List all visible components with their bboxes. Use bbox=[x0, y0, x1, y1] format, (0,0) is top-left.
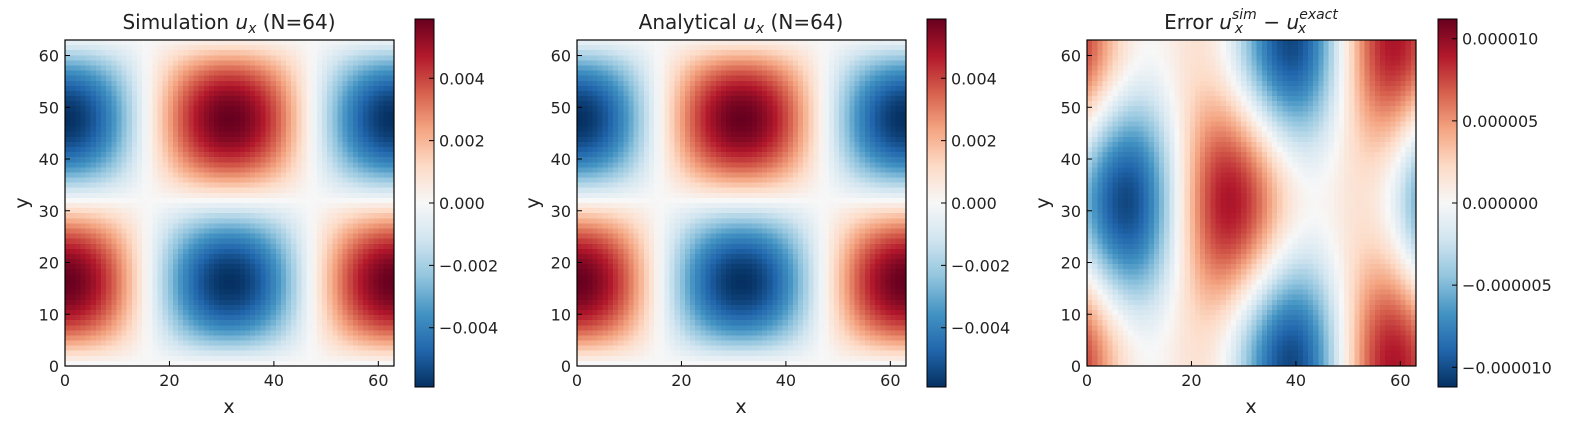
colorbar-tick-label: −0.002 bbox=[439, 256, 498, 275]
y-tick-label: 40 bbox=[551, 150, 571, 169]
colorbar-ticks: 0.004 0.002 0.000 −0.002 −0.004 bbox=[429, 69, 498, 338]
x-tick-label: 60 bbox=[880, 371, 900, 390]
colorbar-tick-label: 0.004 bbox=[951, 69, 997, 88]
y-tick-label: 10 bbox=[1061, 305, 1081, 324]
colorbar-tick-label: 0.002 bbox=[439, 132, 485, 151]
colorbar-tick-label: 0.000000 bbox=[1462, 194, 1538, 213]
y-tick-label: 0 bbox=[561, 357, 571, 376]
y-tick-label: 50 bbox=[39, 98, 59, 117]
y-tick-label: 20 bbox=[551, 254, 571, 273]
y-tick-label: 60 bbox=[551, 47, 571, 66]
x-tick-label: 20 bbox=[1181, 371, 1201, 390]
y-tick-label: 50 bbox=[551, 98, 571, 117]
y-axis-label: y bbox=[1032, 197, 1054, 208]
colorbar-ticks: 0.004 0.002 0.000 −0.002 −0.004 bbox=[941, 69, 1010, 338]
y-tick-label: 40 bbox=[1061, 150, 1081, 169]
colorbar-ticks: 0.000010 0.000005 0.000000 −0.000005 −0.0000… bbox=[1452, 30, 1552, 377]
x-tick-label: 60 bbox=[1390, 371, 1410, 390]
colorbar-tick-label: −0.000005 bbox=[1462, 276, 1552, 295]
plot-frame bbox=[64, 39, 395, 367]
y-axis-label: y bbox=[522, 197, 544, 208]
y-ticks: 0 10 20 30 40 50 60 bbox=[1061, 47, 1092, 376]
colorbar-tick-label: 0.002 bbox=[951, 132, 997, 151]
colorbar-tick-label: 0.000 bbox=[951, 194, 997, 213]
y-tick-label: 60 bbox=[1061, 47, 1081, 66]
x-ticks: 0 20 40 60 bbox=[60, 361, 389, 390]
heatmap-image bbox=[65, 40, 394, 366]
x-tick-label: 0 bbox=[572, 371, 582, 390]
y-tick-label: 20 bbox=[39, 254, 59, 273]
panel-simulation: Simulation ux (N=64) 0 20 40 60 0 10 20 30 40 50… bbox=[11, 10, 498, 418]
y-tick-label: 30 bbox=[551, 202, 571, 221]
panel-title: Error usim x − uexact x bbox=[1164, 7, 1338, 37]
panel-title: Simulation ux (N=64) bbox=[122, 10, 335, 37]
plot-frame bbox=[576, 39, 907, 367]
y-ticks: 0 10 20 30 40 50 60 bbox=[39, 47, 70, 376]
y-tick-label: 60 bbox=[39, 47, 59, 66]
y-tick-label: 10 bbox=[551, 305, 571, 324]
y-tick-label: 30 bbox=[39, 202, 59, 221]
heatmap-image bbox=[577, 40, 906, 366]
colorbar-tick-label: −0.002 bbox=[951, 256, 1010, 275]
y-tick-label: 0 bbox=[49, 357, 59, 376]
x-axis-label: x bbox=[223, 396, 234, 418]
y-tick-label: 10 bbox=[39, 305, 59, 324]
y-tick-label: 30 bbox=[1061, 202, 1081, 221]
colorbar-tick-label: 0.000005 bbox=[1462, 112, 1538, 131]
x-ticks: 0 20 40 60 bbox=[572, 361, 901, 390]
x-tick-label: 20 bbox=[159, 371, 179, 390]
colorbar-tick-label: −0.000010 bbox=[1462, 358, 1552, 377]
colorbar-tick-label: −0.004 bbox=[951, 319, 1010, 338]
y-tick-label: 20 bbox=[1061, 254, 1081, 273]
y-tick-label: 50 bbox=[1061, 98, 1081, 117]
plot-frame bbox=[1086, 39, 1417, 367]
x-tick-label: 0 bbox=[60, 371, 70, 390]
x-tick-label: 20 bbox=[671, 371, 691, 390]
x-ticks: 0 20 40 60 bbox=[1082, 361, 1411, 390]
heatmap-image bbox=[1087, 40, 1416, 366]
x-axis-label: x bbox=[735, 396, 746, 418]
panel-analytical: Analytical ux (N=64) 0 20 40 60 0 10 20 30 40 50… bbox=[522, 10, 1010, 418]
y-ticks: 0 10 20 30 40 50 60 bbox=[551, 47, 582, 376]
colorbar-tick-label: 0.004 bbox=[439, 69, 485, 88]
colorbar-tick-label: 0.000010 bbox=[1462, 30, 1538, 49]
panel-error: Error usim x − uexact x 0 20 40 60 0 10 20 30 40 5… bbox=[1032, 7, 1552, 418]
x-tick-label: 0 bbox=[1082, 371, 1092, 390]
x-tick-label: 40 bbox=[776, 371, 796, 390]
y-tick-label: 40 bbox=[39, 150, 59, 169]
x-tick-label: 40 bbox=[1286, 371, 1306, 390]
x-axis-label: x bbox=[1245, 396, 1256, 418]
y-tick-label: 0 bbox=[1071, 357, 1081, 376]
y-axis-label: y bbox=[11, 197, 33, 208]
panel-title: Analytical ux (N=64) bbox=[639, 10, 844, 37]
colorbar-tick-label: 0.000 bbox=[439, 194, 485, 213]
x-tick-label: 60 bbox=[368, 371, 388, 390]
x-tick-label: 40 bbox=[264, 371, 284, 390]
colorbar-tick-label: −0.004 bbox=[439, 319, 498, 338]
